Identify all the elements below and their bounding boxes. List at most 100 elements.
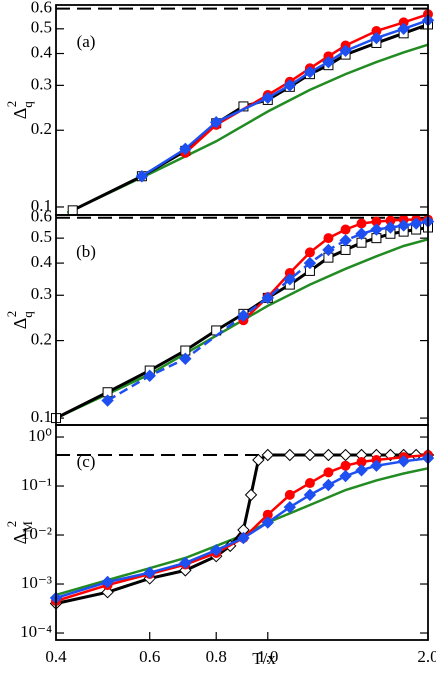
marker — [261, 516, 274, 529]
y-axis-label: Δq2 — [4, 101, 35, 120]
marker — [261, 448, 274, 462]
marker — [371, 216, 382, 227]
panel-label: (c) — [77, 452, 96, 471]
y-label-base: Δ — [10, 318, 30, 330]
marker — [304, 478, 315, 489]
marker — [143, 369, 156, 382]
marker — [179, 142, 192, 156]
y-tick-label: 0.6 — [31, 207, 52, 226]
y-label-sub: q — [20, 101, 35, 108]
marker — [303, 256, 317, 270]
y-tick-label: 10⁻⁴ — [20, 622, 52, 641]
marker — [303, 448, 317, 462]
marker — [303, 65, 317, 79]
marker — [339, 44, 352, 57]
marker — [339, 469, 352, 483]
marker — [322, 55, 335, 69]
marker — [67, 205, 78, 216]
y-tick-label: 10⁰ — [28, 426, 52, 445]
series-line — [72, 23, 429, 212]
marker — [355, 227, 368, 240]
marker — [356, 218, 367, 229]
marker — [385, 215, 396, 226]
marker — [409, 217, 423, 230]
y-label-sup: 2 — [4, 311, 19, 318]
marker — [322, 478, 335, 492]
y-label-sup: 2 — [4, 521, 19, 528]
marker — [261, 291, 274, 305]
marker — [304, 247, 315, 258]
marker — [143, 566, 156, 579]
marker — [356, 456, 367, 467]
marker — [261, 91, 274, 105]
marker — [262, 509, 273, 520]
marker — [370, 31, 383, 45]
marker — [322, 243, 335, 257]
marker — [340, 224, 351, 235]
y-axis-label-text: ΔM2 — [4, 521, 35, 545]
marker — [179, 556, 192, 570]
panel-label: (b) — [76, 242, 96, 261]
y-tick-label: 0.6 — [31, 0, 52, 17]
marker — [237, 531, 250, 545]
y-tick-label: 10⁻² — [21, 524, 52, 543]
marker — [101, 575, 114, 589]
y-tick-label: 0.2 — [31, 329, 52, 348]
marker — [340, 244, 351, 255]
marker — [370, 459, 383, 472]
y-axis-label-text: Δq2 — [4, 101, 35, 120]
y-tick-label: 10⁻¹ — [21, 475, 52, 494]
marker — [210, 116, 223, 129]
marker — [210, 543, 223, 557]
y-tick-label: 0.1 — [31, 196, 52, 215]
marker — [397, 455, 410, 468]
marker — [237, 309, 250, 322]
y-tick-label: 0.4 — [31, 42, 53, 61]
marker — [370, 223, 383, 236]
y-axis-label: ΔM2 — [4, 521, 35, 545]
y-tick-label: 0.2 — [31, 119, 52, 138]
y-tick-label: 0.5 — [31, 18, 52, 37]
x-axis-label: T/x — [252, 649, 276, 668]
marker — [323, 467, 334, 478]
y-tick-label: 10⁻³ — [21, 573, 52, 592]
marker — [101, 586, 114, 599]
marker — [179, 352, 192, 365]
series-line — [55, 238, 429, 420]
marker — [355, 464, 368, 477]
marker — [244, 488, 258, 502]
y-label-sub: M — [20, 521, 35, 533]
marker — [283, 448, 297, 462]
marker — [135, 170, 149, 183]
x-tick-label: 2.0 — [417, 647, 436, 666]
marker — [371, 26, 382, 37]
y-axis-label: Δq2 — [4, 311, 35, 330]
marker — [384, 221, 397, 234]
y-axis-label-text: Δq2 — [4, 311, 35, 330]
marker — [284, 489, 295, 500]
marker — [283, 500, 297, 514]
series-line — [106, 220, 429, 402]
panel-label: (a) — [77, 32, 96, 51]
y-label-base: Δ — [10, 108, 30, 120]
plot-frame — [55, 424, 429, 641]
marker — [339, 234, 352, 247]
marker — [283, 273, 297, 286]
y-label-sup: 2 — [4, 101, 19, 108]
x-tick-label: 1.0 — [257, 647, 278, 666]
marker — [322, 448, 335, 462]
marker — [283, 79, 297, 92]
marker — [339, 448, 352, 462]
y-tick-label: 0.1 — [31, 407, 52, 426]
y-tick-label: 0.3 — [31, 284, 52, 303]
x-tick-label: 0.6 — [139, 647, 160, 666]
marker — [397, 219, 410, 232]
x-tick-label: 0.8 — [206, 647, 227, 666]
y-label-base: Δ — [10, 533, 30, 545]
marker — [252, 453, 265, 467]
marker — [398, 17, 409, 28]
y-label-sub: q — [20, 311, 35, 318]
y-tick-label: 0.4 — [31, 252, 53, 271]
marker — [101, 394, 114, 407]
